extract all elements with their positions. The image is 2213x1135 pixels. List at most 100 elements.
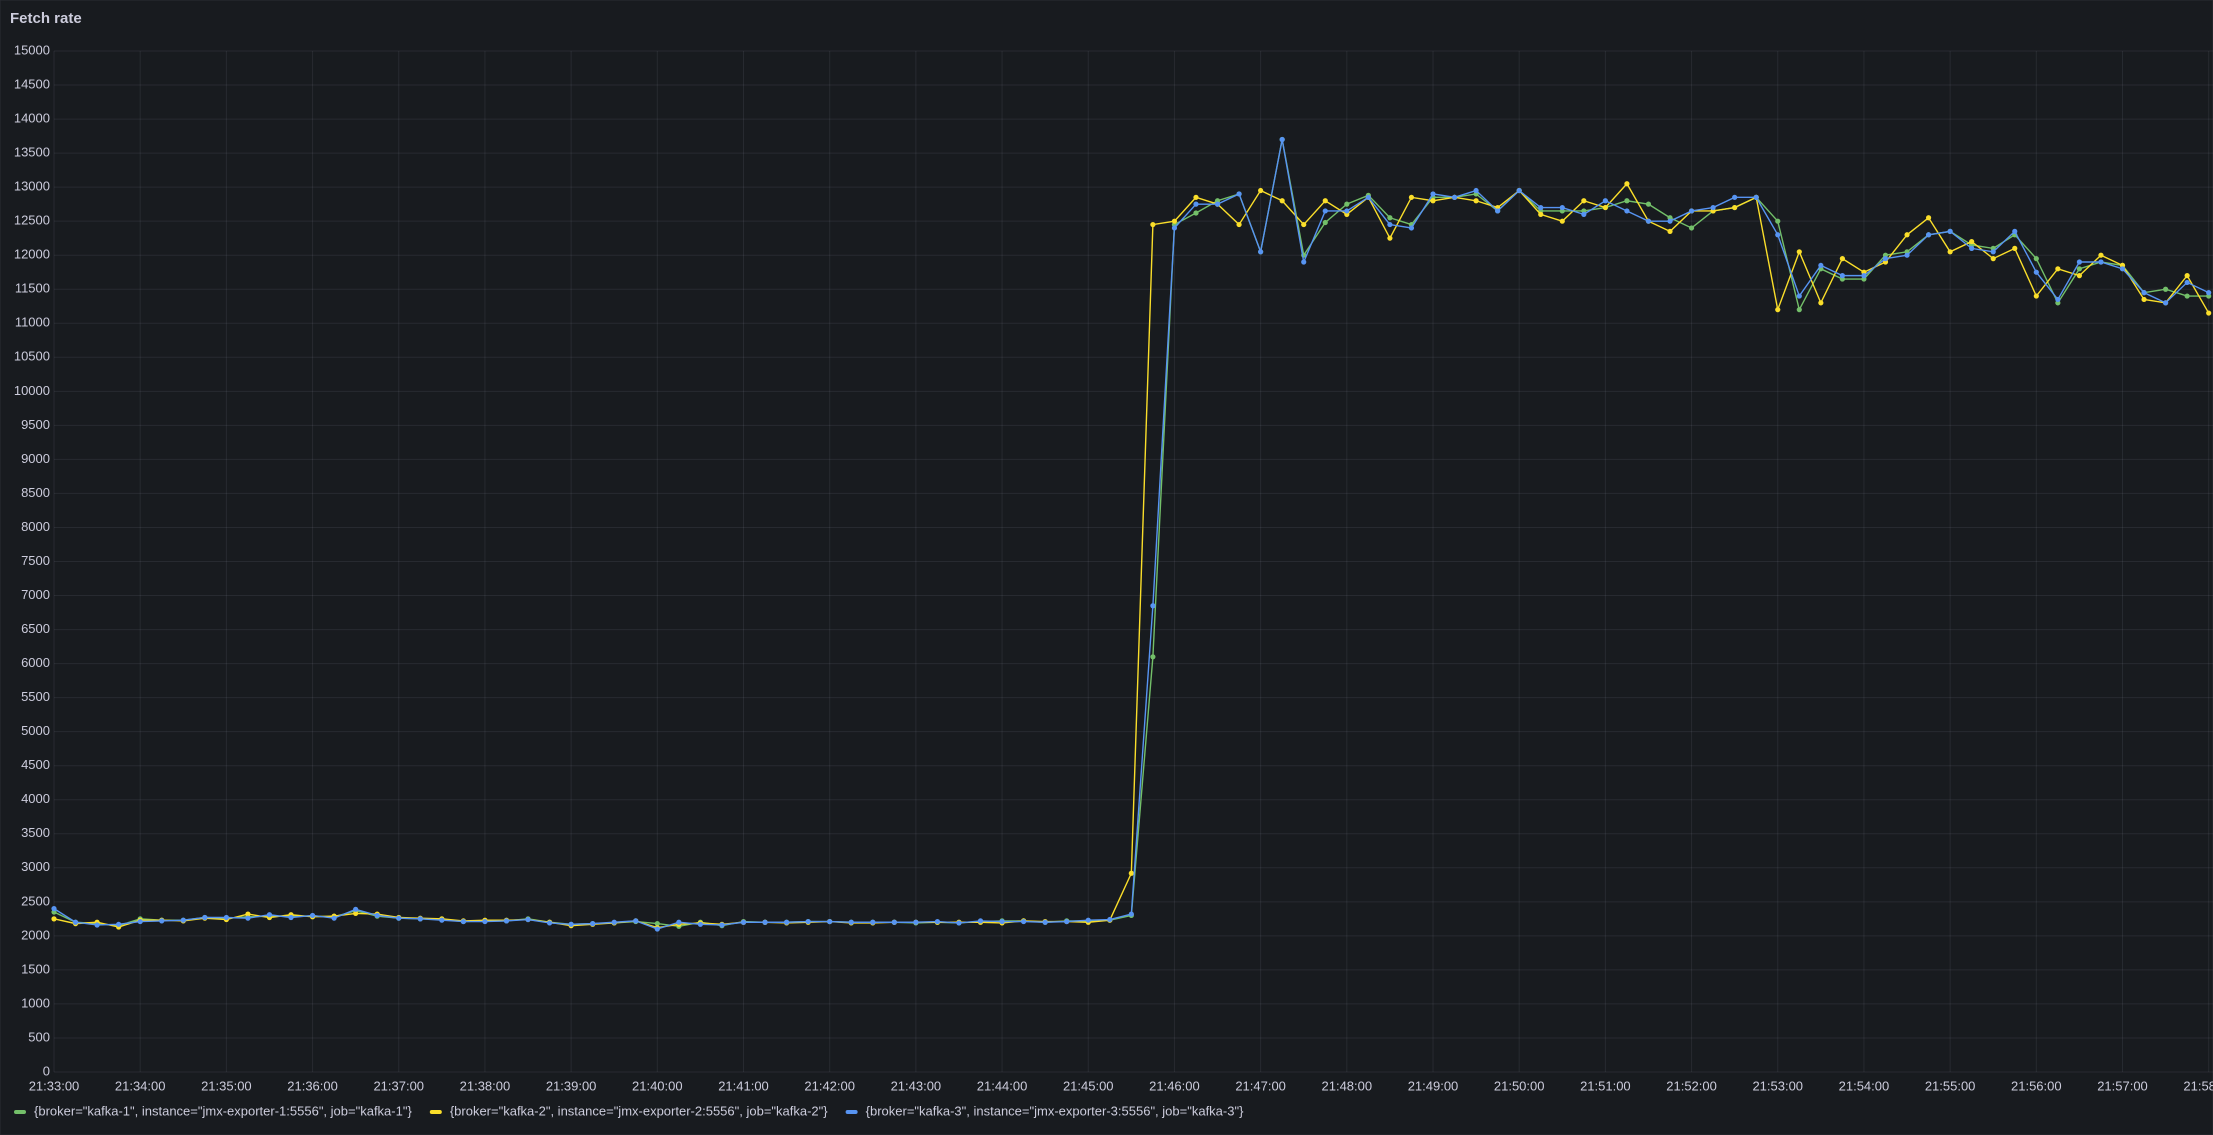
data-point [1322, 219, 1328, 226]
x-tick-label: 21:34:00 [115, 1078, 166, 1093]
y-tick-label: 2500 [21, 893, 50, 908]
data-point [676, 919, 682, 925]
x-tick-label: 21:47:00 [1235, 1078, 1286, 1093]
data-point [94, 922, 100, 928]
data-point [396, 915, 402, 921]
data-point [1538, 204, 1544, 211]
data-point [1818, 262, 1824, 269]
data-point [1279, 198, 1285, 204]
data-point [159, 918, 165, 924]
data-point [1171, 218, 1178, 224]
data-point [977, 918, 984, 924]
series [51, 136, 2212, 932]
x-tick-label: 21:39:00 [546, 1078, 597, 1093]
data-point [568, 921, 574, 927]
data-point [223, 914, 229, 921]
data-point [180, 917, 186, 923]
x-tick-label: 21:53:00 [1752, 1078, 1803, 1093]
data-point [245, 911, 251, 917]
data-point [2012, 228, 2018, 234]
y-tick-label: 13500 [14, 145, 50, 160]
data-point [1408, 225, 1415, 231]
legend-label: {broker="kafka-3", instance="jmx-exporte… [866, 1103, 1244, 1118]
data-point [460, 918, 466, 925]
data-point [1473, 198, 1479, 204]
data-point [956, 920, 962, 926]
data-point [1193, 210, 1199, 216]
data-point [1258, 249, 1264, 255]
y-tick-label: 8500 [21, 485, 50, 500]
data-point [1495, 208, 1501, 214]
data-point [1473, 187, 1479, 194]
y-tick-label: 6000 [21, 655, 50, 670]
data-point [1667, 218, 1673, 224]
data-point [1775, 218, 1781, 224]
data-point [1969, 238, 1975, 245]
data-point [1236, 221, 1242, 228]
data-point [2206, 310, 2212, 316]
x-tick-label: 21:52:00 [1666, 1078, 1717, 1093]
data-point [719, 922, 725, 928]
panel-title: Fetch rate [10, 10, 82, 27]
x-tick-label: 21:43:00 [891, 1078, 942, 1093]
legend-label: {broker="kafka-2", instance="jmx-exporte… [450, 1103, 828, 1118]
x-tick-label: 21:36:00 [287, 1078, 338, 1093]
data-point [2055, 266, 2061, 272]
y-tick-label: 7000 [21, 587, 50, 602]
data-point [1624, 181, 1630, 187]
data-point [1688, 225, 1695, 231]
x-tick-label: 21:46:00 [1149, 1078, 1200, 1093]
data-point [2033, 269, 2039, 275]
x-tick-label: 21:33:00 [29, 1078, 80, 1093]
data-point [1581, 198, 1587, 204]
data-point [891, 919, 897, 925]
data-point [1430, 191, 1436, 197]
data-point [2206, 290, 2212, 296]
data-point [654, 926, 660, 932]
data-point [2141, 296, 2147, 303]
y-tick-label: 7500 [21, 553, 50, 568]
data-point [633, 918, 639, 924]
x-tick-label: 21:35:00 [201, 1078, 252, 1093]
data-point [1064, 918, 1070, 925]
data-point [1430, 198, 1436, 204]
data-point [1969, 245, 1975, 251]
y-tick-label: 500 [28, 1029, 50, 1044]
data-point [1688, 208, 1695, 214]
data-point [2098, 252, 2104, 258]
data-point [1796, 307, 1802, 313]
data-point [1602, 198, 1608, 204]
x-tick-label: 21:56:00 [2011, 1078, 2062, 1093]
x-tick-label: 21:58:00 [2183, 1078, 2213, 1093]
data-point [1193, 201, 1199, 207]
y-tick-label: 1500 [21, 961, 50, 976]
data-point [1408, 194, 1415, 200]
data-point [1645, 201, 1652, 207]
data-point [1559, 218, 1565, 224]
y-tick-label: 5500 [21, 689, 50, 704]
data-point [1344, 208, 1350, 214]
data-point [1150, 654, 1156, 660]
data-point [245, 915, 251, 921]
y-tick-label: 15000 [14, 42, 50, 57]
data-point [1775, 232, 1781, 238]
y-tick-label: 6500 [21, 621, 50, 636]
y-tick-label: 3000 [21, 859, 50, 874]
data-point [1796, 293, 1802, 299]
data-point [1839, 273, 1845, 279]
data-point [1839, 256, 1845, 262]
x-tick-label: 21:41:00 [718, 1078, 769, 1093]
data-point [525, 916, 531, 923]
legend-swatch [429, 1110, 442, 1114]
data-point [2076, 259, 2083, 265]
x-tick-label: 21:38:00 [460, 1078, 511, 1093]
data-point [2119, 266, 2126, 272]
data-point [1516, 187, 1522, 194]
y-tick-label: 10500 [14, 349, 50, 364]
data-point [1538, 211, 1544, 217]
data-point [51, 906, 57, 912]
data-point [1128, 911, 1134, 917]
data-point [1732, 204, 1738, 211]
data-point [288, 914, 294, 921]
